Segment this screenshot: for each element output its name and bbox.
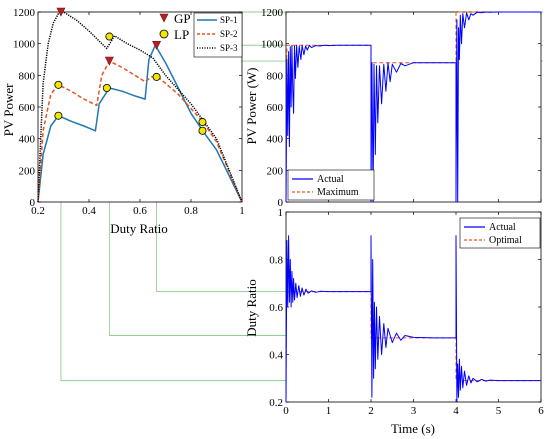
pv-power-time-y-tick-label: 1000	[261, 39, 284, 51]
duty-ratio-time-x-tick-label: 3	[411, 405, 417, 417]
pv-curve-y-tick-label: 600	[19, 102, 36, 114]
pv-curve-marks	[54, 7, 207, 135]
lp-marker	[54, 80, 63, 89]
pv-power-time-y-tick-label: 1200	[261, 7, 284, 19]
pv-power-time-y-tick-label: 800	[267, 70, 284, 82]
duty-ratio-time-y-axis-label: Duty Ratio	[244, 279, 259, 336]
duty-ratio-time-x-tick-label: 5	[496, 405, 502, 417]
pv-curve-y-axis-label: PV Power	[1, 83, 16, 137]
pv-power-time-chart: 0 200 400 600 800 1000 1200 PV Power (W) Actua…	[244, 7, 542, 209]
pv-power-time-y-tick-label: 400	[267, 134, 284, 146]
duty-ratio-time-legend-box	[459, 217, 541, 249]
pv-curve-y-tick-label: 800	[19, 70, 36, 82]
lp-key-marker	[159, 29, 169, 39]
pv-curve-y-tick-label: 200	[19, 165, 36, 177]
pv-curve-y-tick-label: 400	[19, 134, 36, 146]
lp-marker	[152, 72, 161, 81]
pv-power-time-y-tick-label: 600	[267, 102, 284, 114]
pv-curve-legend-box	[193, 12, 243, 58]
duty-ratio-time-x-axis-label: Time (s)	[391, 421, 435, 436]
legend-label-sp2: SP-2	[220, 29, 238, 39]
pv-power-time-tick-labels: 0 200 400 600 800 1000 1200	[261, 7, 284, 209]
legend-label-optimal: Optimal	[489, 235, 522, 246]
duty-ratio-time-x-tick-label: 2	[368, 405, 374, 417]
gp-key-marker	[159, 13, 169, 23]
legend-label-actual-power: Actual	[317, 174, 344, 185]
pv-power-time-series-maximum	[285, 11, 541, 203]
pv-power-time-y-axis-label: PV Power (W)	[244, 67, 259, 144]
gp-marker	[104, 56, 114, 66]
lp-marker	[198, 118, 207, 127]
pv-curve-x-tick-label: 0.8	[184, 205, 198, 217]
pv-curve-legend: SP-1 SP-2 SP-3	[193, 12, 243, 58]
pv-power-time-legend: Actual Maximum	[287, 169, 375, 201]
lp-marker	[198, 126, 207, 135]
lp-marker	[102, 84, 111, 93]
duty-ratio-time-tick-labels: 0 1 2 3 4 5 6 0.2 0.4 0.6 0.8 1	[269, 207, 544, 417]
duty-ratio-time-y-tick-label: 1	[278, 207, 284, 219]
duty-ratio-time-x-tick-label: 4	[453, 405, 459, 417]
legend-label-sp1: SP-1	[220, 15, 238, 25]
legend-label-maximum: Maximum	[317, 187, 359, 198]
duty-ratio-time-x-tick-label: 6	[538, 405, 544, 417]
legend-label-sp3: SP-3	[220, 43, 238, 53]
gp-key-label: GP	[174, 11, 191, 26]
lp-marker	[54, 111, 63, 120]
duty-ratio-time-x-tick-label: 1	[326, 405, 332, 417]
gp-marker	[152, 40, 162, 50]
gp-lp-key: GP LP	[159, 11, 191, 42]
pv-curve-x-tick-label: 0.6	[133, 205, 147, 217]
pv-curve-series-sp-2	[37, 60, 243, 203]
duty-ratio-time-chart: 0 1 2 3 4 5 6 0.2 0.4 0.6 0.8 1 Time (s) Duty Ratio…	[244, 207, 544, 436]
duty-ratio-time-y-tick-label: 0.2	[269, 397, 283, 409]
pv-curve-y-tick-label: 0	[30, 197, 36, 209]
pv-curve-y-tick-label: 1000	[13, 39, 36, 51]
pv-curve-x-tick-label: 0.2	[31, 205, 45, 217]
duty-ratio-time-series-actual	[285, 235, 541, 403]
lp-key-label: LP	[174, 27, 189, 42]
duty-ratio-time-y-tick-label: 0.6	[269, 302, 283, 314]
pv-power-time-legend-box	[287, 169, 375, 201]
duty-ratio-time-y-tick-label: 0.8	[269, 255, 283, 267]
pv-power-time-series-actual	[285, 11, 541, 203]
gp-marker	[56, 7, 66, 17]
pv-power-time-y-tick-label: 0	[278, 197, 284, 209]
lp-marker	[105, 32, 114, 41]
legend-label-actual-duty: Actual	[489, 222, 516, 233]
duty-ratio-time-legend: Actual Optimal	[459, 217, 541, 249]
duty-ratio-time-y-tick-label: 0.4	[269, 350, 283, 362]
pv-curve-x-tick-label: 1	[239, 205, 245, 217]
pv-power-time-y-tick-label: 200	[267, 165, 284, 177]
pv-curve-tick-labels: 0.2 0.4 0.6 0.8 1 0 200 400 600 800 1000 1200	[13, 7, 245, 217]
pv-curve-x-axis-label: Duty Ratio	[110, 221, 167, 236]
duty-ratio-time-x-tick-label: 0	[283, 405, 289, 417]
pv-curve-y-tick-label: 1200	[13, 7, 36, 19]
pv-curve-chart: 0.2 0.4 0.6 0.8 1 0 200 400 600 800 1000 1200 Duty …	[1, 7, 245, 236]
pv-curve-x-tick-label: 0.4	[82, 205, 96, 217]
